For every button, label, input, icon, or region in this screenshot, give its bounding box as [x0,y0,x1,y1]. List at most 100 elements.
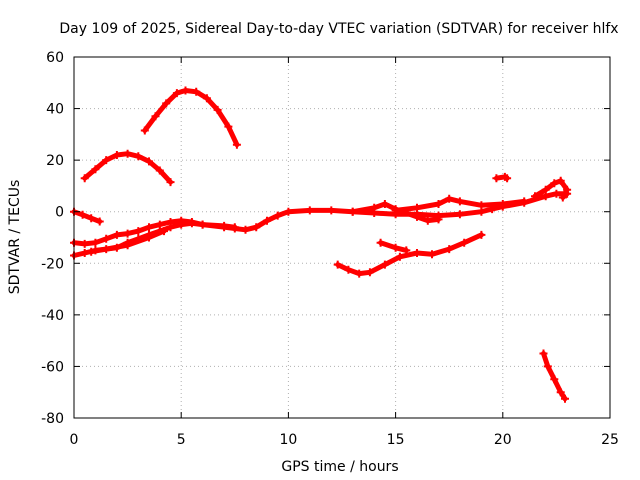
data-point [460,238,469,247]
x-tick-label: 0 [70,432,79,448]
series-arc-7 [333,230,486,278]
data-point [166,178,175,187]
data-point [198,220,207,229]
y-tick-label: -20 [41,256,64,272]
series-arc-1 [70,207,104,226]
data-point [87,214,96,223]
data-point [78,210,87,219]
data-point [561,394,569,403]
data-point [160,227,168,236]
data-point [87,247,96,256]
data-point [556,176,565,185]
x-axis-label: GPS time / hours [281,459,398,475]
data-point [112,230,121,239]
data-point [80,174,89,183]
data-point [391,206,400,215]
data-point [305,206,314,215]
data-point [413,249,421,257]
data-point [434,215,443,224]
data-point [102,234,111,243]
data-point [327,206,336,215]
data-point [365,268,374,277]
data-point [155,166,164,175]
data-point [520,197,529,206]
data-point [531,192,539,201]
data-point [413,203,421,212]
series-arc-3 [140,86,241,149]
data-point [102,245,111,254]
data-point [220,223,229,232]
data-point [477,230,486,239]
series-trace [82,151,173,185]
data-point [140,126,149,135]
x-tick-label: 20 [494,432,512,448]
y-axis-label: SDTVAR / TECUs [7,180,23,295]
data-point [162,99,171,108]
data-point [192,87,201,96]
series-arc-6 [87,227,168,256]
y-tick-label: 60 [46,50,64,66]
data-point [224,122,233,131]
data-point [80,249,89,257]
data-point [380,200,389,208]
data-point [344,265,353,274]
plot-frame [73,56,611,419]
data-point [552,189,561,198]
y-tick-label: 20 [46,153,64,169]
y-tick-label: -40 [41,308,64,324]
data-point [123,149,132,158]
data-point [556,388,565,397]
data-point [252,223,261,232]
series-trace [335,232,484,277]
chart-title: Day 109 of 2025, Sidereal Day-to-day VTE… [59,21,618,37]
data-point [263,216,271,225]
axis-ticks: 0 5 10 15 20 25 -80 -60 -40 -20 0 20 40 60 [41,50,619,448]
data-point [151,112,160,121]
data-point [166,223,175,232]
series-layer [70,86,572,403]
series-trace [71,209,103,224]
data-point [503,174,512,183]
data-point [550,375,559,384]
data-point [112,151,121,159]
data-point [550,179,559,188]
data-point [230,224,239,233]
data-point [413,212,421,221]
data-point [123,241,132,250]
data-point [370,203,379,212]
data-point [241,225,250,234]
data-point [434,200,443,208]
y-tick-label: -60 [41,359,64,375]
data-point [492,174,501,183]
data-point [333,260,342,269]
data-point [455,210,464,219]
series-trace [378,240,409,253]
series-trace [142,88,240,148]
data-point [145,157,153,166]
data-point [134,152,143,161]
data-point [284,207,293,216]
data-point [273,211,282,220]
series-arc-12 [531,176,572,202]
data-point [558,193,567,202]
data-point [177,220,186,229]
data-point [423,216,432,225]
data-point [102,156,111,165]
series-arc-11 [492,172,512,183]
y-tick-label: 40 [46,102,64,118]
data-point [428,250,436,259]
data-point [477,201,486,210]
series-arc-13 [539,349,569,403]
x-tick-label: 10 [279,432,297,448]
data-point [380,260,389,269]
data-point [445,245,454,254]
data-point [181,86,190,95]
data-point [445,194,454,203]
data-point [541,185,550,194]
data-point [145,223,153,232]
data-point [402,246,411,255]
y-tick-label: 0 [55,205,64,221]
x-tick-label: 25 [601,432,619,448]
x-tick-label: 5 [177,432,186,448]
data-point [543,362,552,371]
